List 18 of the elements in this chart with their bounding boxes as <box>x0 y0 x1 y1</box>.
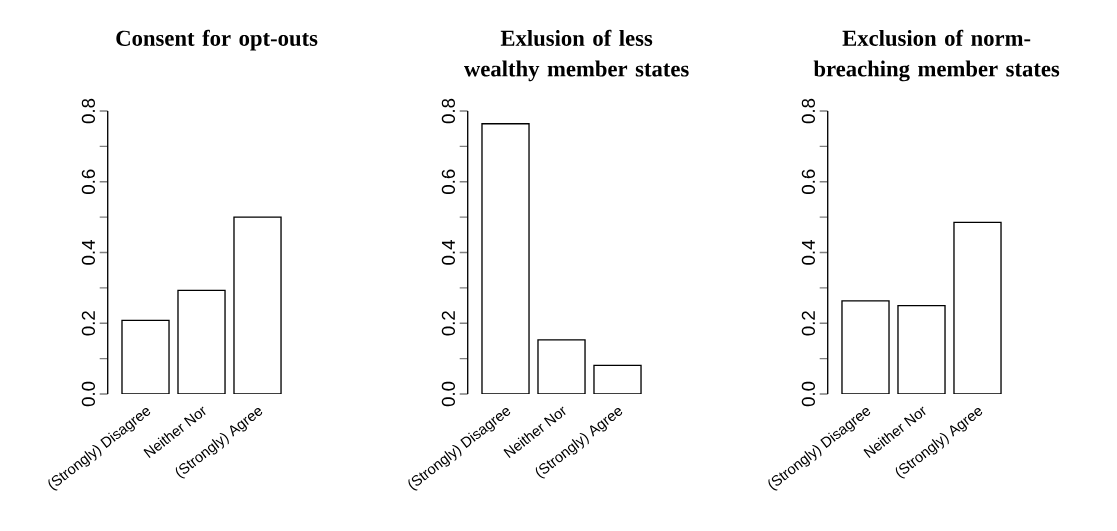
y-tick-label: 0.6 <box>801 169 815 194</box>
y-tick-label: 0.8 <box>441 98 455 124</box>
y-tick-label: 0.8 <box>81 98 96 124</box>
y-tick-label: 0.4 <box>81 240 96 265</box>
y-tick-label: 0.6 <box>441 169 455 194</box>
y-tick-label: 0.0 <box>441 381 455 407</box>
y-tick-label: 0.2 <box>801 311 815 336</box>
y-tick-label: 0.2 <box>81 311 96 336</box>
y-tick-label: 0.4 <box>801 240 815 265</box>
chart-title: Consent for opt-outs <box>116 29 318 51</box>
chart-title: Exclusion of norm-breaching member states <box>813 29 1060 82</box>
y-tick-label: 0.4 <box>441 240 455 265</box>
y-tick-label: 0.2 <box>441 311 455 336</box>
chart-title: Exlusion of less wealthy member states <box>464 29 689 82</box>
y-tick-label: 0.0 <box>81 381 96 407</box>
y-tick-label: 0.8 <box>801 98 815 124</box>
y-tick-label: 0.6 <box>81 169 96 194</box>
y-tick-label: 0.0 <box>801 381 815 407</box>
